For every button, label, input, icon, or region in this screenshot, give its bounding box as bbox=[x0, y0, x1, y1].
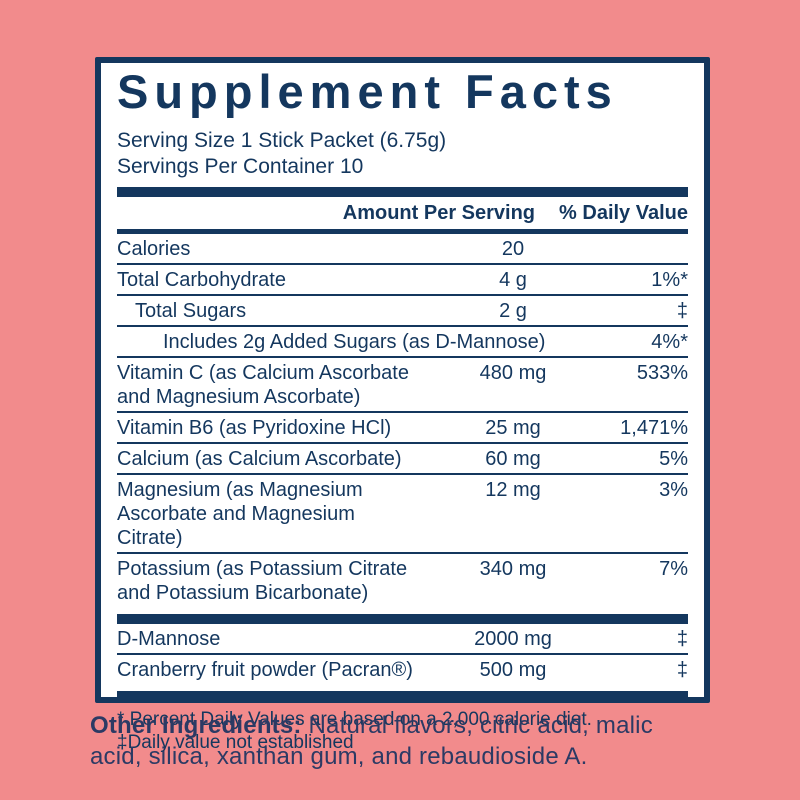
nutrient-daily-value: ‡ bbox=[676, 659, 688, 682]
table-row-total-sugars: Total Sugars 2 g ‡ bbox=[117, 296, 688, 328]
nutrient-name: Potassium (as Potassium Citrate and Pota… bbox=[117, 558, 408, 605]
footnotes: * Percent Daily Values are based on a 2,… bbox=[117, 708, 688, 754]
divider-medium bbox=[117, 229, 688, 235]
table-row-calcium: Calcium (as Calcium Ascorbate) 60 mg 5% bbox=[117, 444, 688, 476]
table-row-vitamin-c: Vitamin C (as Calcium Ascorbate and Magn… bbox=[117, 358, 688, 414]
nutrient-daily-value: 4%* bbox=[651, 331, 688, 354]
table-row-magnesium: Magnesium (as Magnesium Ascorbate and Ma… bbox=[117, 475, 688, 555]
serving-size: Serving Size 1 Stick Packet (6.75g) bbox=[117, 129, 447, 153]
nutrient-name: Cranberry fruit powder (Pacran®) bbox=[117, 659, 413, 682]
table-row-vitamin-b6: Vitamin B6 (as Pyridoxine HCl) 25 mg 1,4… bbox=[117, 413, 688, 445]
nutrient-amount: 25 mg bbox=[485, 417, 541, 440]
nutrient-daily-value: 533% bbox=[636, 362, 688, 385]
nutrient-daily-value: 7% bbox=[659, 558, 688, 581]
nutrient-name: Calcium (as Calcium Ascorbate) bbox=[117, 448, 402, 471]
nutrient-amount: 12 mg bbox=[485, 479, 541, 502]
table-row-potassium: Potassium (as Potassium Citrate and Pota… bbox=[117, 554, 688, 607]
other-ingredients-label: Other Ingredients: bbox=[90, 712, 302, 739]
nutrient-name: Vitamin C (as Calcium Ascorbate and Magn… bbox=[117, 362, 409, 409]
nutrient-amount: 60 mg bbox=[485, 448, 541, 471]
nutrient-amount: 20 bbox=[501, 238, 525, 261]
supplement-facts-panel: Supplement Facts Serving Size 1 Stick Pa… bbox=[95, 57, 710, 753]
table-header: Amount Per Serving % Daily Value bbox=[117, 197, 688, 229]
nutrient-name: Total Carbohydrate bbox=[117, 269, 286, 292]
table-row-d-mannose: D-Mannose 2000 mg ‡ bbox=[117, 624, 688, 656]
nutrient-name: Total Sugars bbox=[135, 300, 247, 323]
nutrient-name: Vitamin B6 (as Pyridoxine HCl) bbox=[117, 417, 392, 440]
nutrient-amount: 2000 mg bbox=[474, 628, 552, 651]
nutrient-name: Calories bbox=[117, 238, 191, 261]
divider-thick-top bbox=[117, 187, 688, 198]
nutrient-amount: 500 mg bbox=[479, 659, 547, 682]
table-row-added-sugars: Includes 2g Added Sugars (as D-Mannose) … bbox=[117, 327, 688, 359]
nutrient-amount: 340 mg bbox=[479, 558, 547, 581]
servings-per-container: Servings Per Container 10 bbox=[117, 155, 364, 179]
nutrient-amount: 480 mg bbox=[479, 362, 547, 385]
nutrient-name: D-Mannose bbox=[117, 628, 221, 651]
other-ingredients-line2: acid, silica, xanthan gum, and rebaudios… bbox=[90, 743, 588, 770]
footnote-not-established: ‡Daily value not established bbox=[117, 732, 354, 754]
divider-thick-bottom bbox=[117, 691, 688, 702]
other-ingredients-line1: Natural flavors, citric acid, malic bbox=[301, 712, 653, 739]
divider-thick-middle bbox=[117, 614, 688, 625]
nutrient-daily-value: 5% bbox=[659, 448, 688, 471]
nutrient-daily-value: 3% bbox=[659, 479, 688, 502]
footnote-daily-values: * Percent Daily Values are based on a 2,… bbox=[117, 709, 592, 731]
nutrient-daily-value: 1,471% bbox=[620, 417, 688, 440]
panel-title: Supplement Facts bbox=[117, 65, 618, 118]
nutrient-daily-value: ‡ bbox=[676, 300, 688, 323]
nutrient-name: Magnesium (as Magnesium Ascorbate and Ma… bbox=[117, 479, 363, 550]
other-ingredients: Other Ingredients: Natural flavors, citr… bbox=[90, 710, 722, 772]
nutrient-daily-value: ‡ bbox=[676, 628, 688, 651]
table-row-total-carbohydrate: Total Carbohydrate 4 g 1%* bbox=[117, 265, 688, 297]
nutrient-name: Includes 2g Added Sugars (as D-Mannose) bbox=[163, 331, 546, 354]
nutrient-daily-value: 1%* bbox=[651, 269, 688, 292]
nutrient-amount: 4 g bbox=[499, 269, 527, 292]
table-row-calories: Calories 20 bbox=[117, 234, 688, 266]
col-header-amount: Amount Per Serving bbox=[342, 202, 536, 225]
table-row-cranberry: Cranberry fruit powder (Pacran®) 500 mg … bbox=[117, 655, 688, 684]
nutrient-amount: 2 g bbox=[499, 300, 527, 323]
col-header-daily-value: % Daily Value bbox=[559, 202, 688, 225]
